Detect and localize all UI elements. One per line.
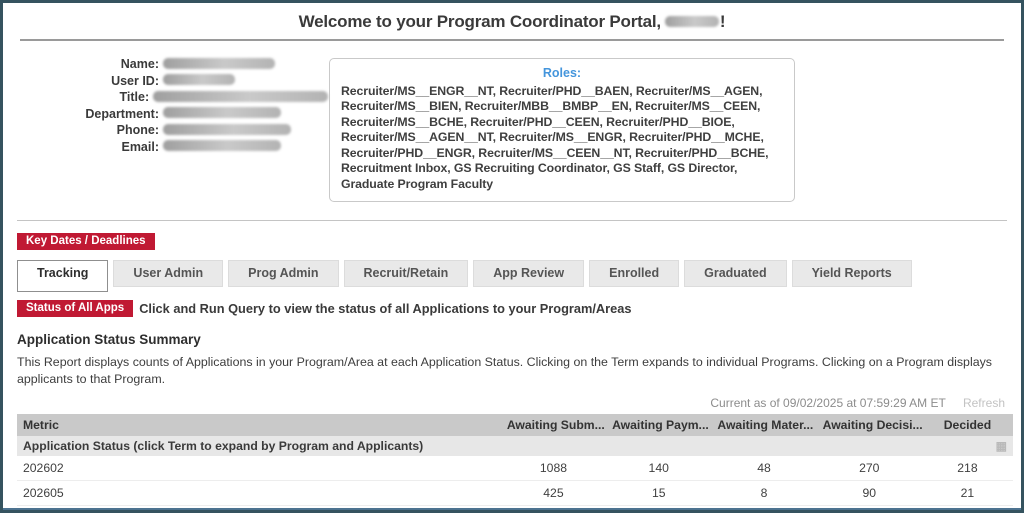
page-title-suffix: ! xyxy=(719,12,726,31)
awaiting-payment-count: 15 xyxy=(606,480,712,506)
status-instruction: Click and Run Query to view the status o… xyxy=(139,301,632,317)
title-label: Title: xyxy=(119,90,150,105)
phone-label: Phone: xyxy=(116,123,159,138)
roles-box: Roles: Recruiter/MS__ENGR__NT, Recruiter… xyxy=(329,58,795,203)
tab-bar: Tracking User Admin Prog Admin Recruit/R… xyxy=(17,260,1007,293)
profile-row-name: Name: xyxy=(17,56,329,73)
page-title: Welcome to your Program Coordinator Port… xyxy=(17,12,1007,32)
redacted-user-name xyxy=(664,16,719,28)
table-header-row: Metric Awaiting Subm... Awaiting Paym...… xyxy=(17,413,1013,436)
decided-count: 21 xyxy=(921,480,1013,506)
summary-description: This Report displays counts of Applicati… xyxy=(17,355,992,386)
application-status-summary-heading: Application Status Summary xyxy=(17,332,201,348)
name-label: Name: xyxy=(120,57,159,72)
key-dates-deadlines-button[interactable]: Key Dates / Deadlines xyxy=(17,233,155,251)
application-status-group-row: Application Status (click Term to expand… xyxy=(17,435,1013,456)
redacted-name-value xyxy=(163,57,275,69)
table-row: 202602 1088 140 48 270 218 xyxy=(17,455,1013,481)
tab-app-review[interactable]: App Review xyxy=(473,260,585,288)
profile-row-department: Department: xyxy=(17,106,329,123)
tab-graduated[interactable]: Graduated xyxy=(684,260,787,288)
awaiting-submission-count: 1088 xyxy=(500,455,607,481)
term-link-202602[interactable]: 202602 xyxy=(17,455,501,481)
awaiting-payment-count: 140 xyxy=(606,455,712,481)
redacted-title-value xyxy=(153,90,328,102)
status-of-all-apps-button[interactable]: Status of All Apps xyxy=(17,300,134,318)
profile-row-title: Title: xyxy=(17,89,329,106)
decided-count: 188 xyxy=(921,505,1013,510)
term-link-202605[interactable]: 202605 xyxy=(17,480,501,506)
profile-row-userid: User ID: xyxy=(17,73,329,90)
tab-recruit-retain[interactable]: Recruit/Retain xyxy=(343,260,469,288)
awaiting-decision-count: 270 xyxy=(816,455,922,481)
tab-prog-admin[interactable]: Prog Admin xyxy=(228,260,339,288)
redacted-email-value xyxy=(163,140,281,152)
refresh-link[interactable]: Refresh xyxy=(962,395,1005,410)
table-row: 202608 1022 26 36 118 188 xyxy=(17,505,1013,510)
application-status-table: Metric Awaiting Subm... Awaiting Paym...… xyxy=(17,413,1013,510)
user-info-section: Name: User ID: Title: Department: Phone: xyxy=(17,54,1007,203)
awaiting-decision-count: 118 xyxy=(816,505,922,510)
awaiting-decision-count: 90 xyxy=(816,480,922,506)
awaiting-materials-count: 48 xyxy=(711,455,817,481)
redacted-department-value xyxy=(163,107,281,119)
profile-row-phone: Phone: xyxy=(17,122,329,139)
page-title-text: Welcome to your Program Coordinator Port… xyxy=(298,12,662,31)
awaiting-materials-count: 8 xyxy=(711,480,817,506)
column-awaiting-decision: Awaiting Decisi... xyxy=(816,413,922,436)
grid-icon[interactable]: ▦ xyxy=(995,438,1007,453)
tab-yield-reports[interactable]: Yield Reports xyxy=(791,260,912,288)
redacted-userid-value xyxy=(163,74,235,86)
refresh-row: Current as of 09/02/2025 at 07:59:29 AM … xyxy=(17,396,1007,410)
userid-label: User ID: xyxy=(111,73,159,88)
roles-list: Recruiter/MS__ENGR__NT, Recruiter/PHD__B… xyxy=(341,84,769,191)
decided-count: 218 xyxy=(921,455,1013,481)
status-of-all-apps-row: Status of All Apps Click and Run Query t… xyxy=(17,300,1007,318)
awaiting-submission-count: 425 xyxy=(500,480,607,506)
table-row: 202605 425 15 8 90 21 xyxy=(17,480,1013,506)
column-awaiting-materials: Awaiting Mater... xyxy=(711,413,817,436)
column-awaiting-payment: Awaiting Paym... xyxy=(606,413,712,436)
roles-title: Roles: xyxy=(542,66,582,80)
tab-tracking[interactable]: Tracking xyxy=(17,260,109,293)
email-label: Email: xyxy=(121,139,159,154)
redacted-phone-value xyxy=(163,123,291,135)
group-row-label: Application Status (click Term to expand… xyxy=(23,438,424,453)
awaiting-materials-count: 36 xyxy=(711,505,817,510)
bottom-accent-line xyxy=(3,508,1021,510)
column-metric: Metric xyxy=(17,413,501,436)
column-decided: Decided xyxy=(921,413,1013,436)
profile-panel: Name: User ID: Title: Department: Phone: xyxy=(17,54,329,202)
current-as-of-timestamp: Current as of 09/02/2025 at 07:59:29 AM … xyxy=(710,395,946,410)
term-link-202608[interactable]: 202608 xyxy=(17,505,501,510)
tab-enrolled[interactable]: Enrolled xyxy=(589,260,680,288)
title-divider xyxy=(20,39,1004,41)
column-awaiting-submission: Awaiting Subm... xyxy=(500,413,607,436)
awaiting-payment-count: 26 xyxy=(606,505,712,510)
profile-row-email: Email: xyxy=(17,139,329,156)
tab-user-admin[interactable]: User Admin xyxy=(113,260,224,288)
section-divider xyxy=(17,220,1007,222)
awaiting-submission-count: 1022 xyxy=(500,505,607,510)
department-label: Department: xyxy=(85,106,159,121)
